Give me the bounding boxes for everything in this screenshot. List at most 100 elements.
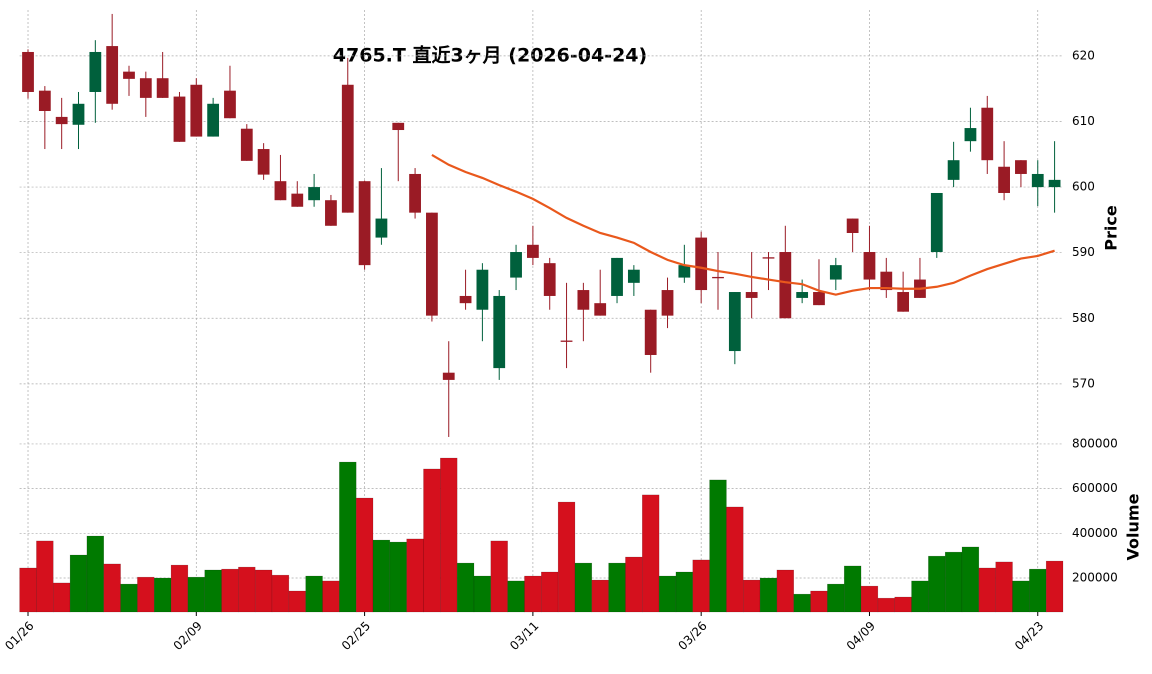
candle-body <box>863 252 876 280</box>
x-tick-label: 04/09 <box>844 619 878 653</box>
candle-body <box>712 276 724 279</box>
candle-body <box>678 265 691 278</box>
volume-bar <box>944 551 963 613</box>
candle-body <box>190 84 203 137</box>
candle-body <box>510 252 522 278</box>
y-tick-label: 570 <box>1072 376 1095 390</box>
candle-body <box>813 292 825 306</box>
candle-body <box>106 46 119 104</box>
volume-bar <box>524 575 542 613</box>
volume-bar <box>591 579 609 613</box>
candle-body <box>745 292 758 298</box>
volume-axis-label: Volume <box>1124 493 1143 560</box>
volume-bar <box>675 571 694 613</box>
volume-bar <box>860 585 879 613</box>
candle-body <box>1048 179 1061 188</box>
volume-bar <box>423 468 441 613</box>
volume-bar <box>995 561 1013 613</box>
candle-body <box>409 173 421 213</box>
volume-bar <box>36 540 54 613</box>
volume-bar <box>254 569 273 613</box>
volume-bar <box>187 576 205 613</box>
volume-bar <box>726 506 744 613</box>
x-tick-label: 01/26 <box>2 619 36 653</box>
volume-bar <box>322 580 340 613</box>
moving-average-line <box>431 153 1055 296</box>
volume-bar <box>877 597 895 613</box>
volume-bar <box>894 596 912 613</box>
volume-bar <box>372 539 391 613</box>
candle-body <box>981 107 994 161</box>
volume-bar <box>221 568 239 613</box>
volume-bar <box>574 562 593 613</box>
candle-body <box>543 263 556 296</box>
candle-body <box>695 237 708 291</box>
candle-body <box>880 271 893 291</box>
volume-tick-label: 200000 <box>1072 571 1118 585</box>
candle-body <box>897 292 910 312</box>
candle-body <box>526 244 539 258</box>
volume-bar <box>541 571 559 613</box>
volume-bar <box>389 541 407 613</box>
volume-bar <box>1012 580 1030 613</box>
x-tick-label: 04/23 <box>1012 619 1046 653</box>
candle-body <box>38 90 51 112</box>
y-tick-label: 590 <box>1072 245 1095 259</box>
candle-body <box>560 340 573 342</box>
candle-body <box>173 96 186 142</box>
volume-bar <box>928 555 946 613</box>
volume-bar <box>69 554 88 613</box>
volume-bar <box>759 577 778 613</box>
candle-body <box>22 51 34 92</box>
candle-body <box>156 78 169 98</box>
volume-bar <box>642 494 660 613</box>
volume-bar <box>911 580 929 613</box>
candle-body <box>224 90 236 119</box>
volume-bar <box>355 497 374 613</box>
candle-body <box>964 128 977 142</box>
volume-bar <box>961 546 980 613</box>
volume-bar <box>53 582 71 613</box>
candle-body <box>644 309 657 355</box>
volume-bar <box>406 538 424 613</box>
candle-body <box>325 200 337 226</box>
volume-bar <box>776 569 794 613</box>
candle-body <box>493 295 506 369</box>
volume-bar <box>288 590 306 613</box>
candle-body <box>139 78 152 98</box>
volume-bar <box>120 583 138 613</box>
volume-bar <box>271 574 290 613</box>
volume-bar <box>658 575 677 613</box>
candle-body <box>1031 173 1044 188</box>
candle-body <box>240 128 253 161</box>
volume-bar <box>305 575 323 613</box>
x-tick-label: 03/11 <box>507 619 541 653</box>
y-axis-label: Price <box>1102 205 1121 251</box>
volume-bar <box>742 579 761 613</box>
volume-bar <box>339 461 357 613</box>
volume-bar <box>507 580 525 613</box>
volume-bar <box>692 559 710 613</box>
x-tick-label: 03/26 <box>675 619 709 653</box>
volume-bar <box>170 564 189 613</box>
candle-body <box>257 149 270 175</box>
candle-body <box>577 290 590 310</box>
candle-body <box>392 122 405 131</box>
y-tick-label: 620 <box>1072 48 1095 62</box>
candle-body <box>661 290 674 316</box>
volume-bar <box>137 576 155 613</box>
volume-tick-label: 600000 <box>1072 481 1118 495</box>
candle-body <box>611 257 623 296</box>
volume-bar <box>709 479 727 613</box>
candle-body <box>998 166 1010 193</box>
candle-body <box>947 160 960 180</box>
chart-title: 4765.T 直近3ヶ月 (2026-04-24) <box>333 44 647 67</box>
candle-body <box>779 252 792 319</box>
y-tick-label: 580 <box>1072 311 1095 325</box>
candle-body <box>207 103 220 137</box>
candle-body <box>1015 160 1027 174</box>
candle-body <box>829 265 842 280</box>
candle-body <box>123 71 135 79</box>
candle-body <box>476 269 489 310</box>
